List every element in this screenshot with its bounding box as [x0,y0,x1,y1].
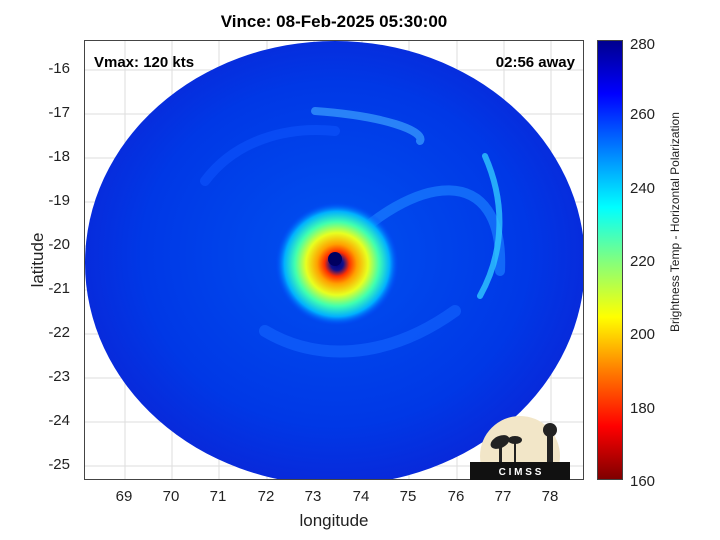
colorbar [597,40,623,480]
x-tick: 77 [494,488,512,505]
colorbar-tick: 200 [630,326,656,343]
x-tick: 71 [209,488,227,505]
x-tick: 78 [541,488,559,505]
x-tick: 70 [162,488,180,505]
y-tick: -23 [48,368,70,385]
satellite-image [85,41,583,479]
x-tick: 75 [399,488,417,505]
time-away-label: 02:56 away [495,54,575,71]
y-tick: -16 [48,60,70,77]
y-tick: -21 [48,280,70,297]
x-tick: 74 [352,488,370,505]
colorbar-tick: 260 [630,106,656,123]
y-tick: -22 [48,324,70,341]
colorbar-tick: 160 [630,473,656,490]
y-tick: -17 [48,104,70,121]
vmax-label: Vmax: 120 kts [94,54,195,71]
x-tick: 76 [447,488,465,505]
y-axis-label: latitude [28,232,47,288]
colorbar-tick: 220 [630,253,656,270]
x-tick: 73 [304,488,322,505]
x-tick: 69 [115,488,133,505]
logo-text: C I M S S [499,467,542,478]
y-tick: -20 [48,236,70,253]
x-axis-label: longitude [299,511,369,530]
cimss-logo: C I M S S [470,416,570,480]
y-tick: -18 [48,148,70,165]
chart-title: Vince: 08-Feb-2025 05:30:00 [220,12,448,31]
y-tick: -25 [48,456,70,473]
y-tick: -19 [48,192,70,209]
map-plot-area: Vmax: 120 kts 02:56 away [84,40,584,480]
colorbar-label: Brightness Temp - Horizontal Polarizatio… [668,112,682,332]
storm-eye [328,252,342,266]
x-tick: 72 [257,488,275,505]
colorbar-tick: 180 [630,400,656,417]
colorbar-tick: 240 [630,180,656,197]
colorbar-tick: 280 [630,36,656,53]
y-tick: -24 [48,412,70,429]
